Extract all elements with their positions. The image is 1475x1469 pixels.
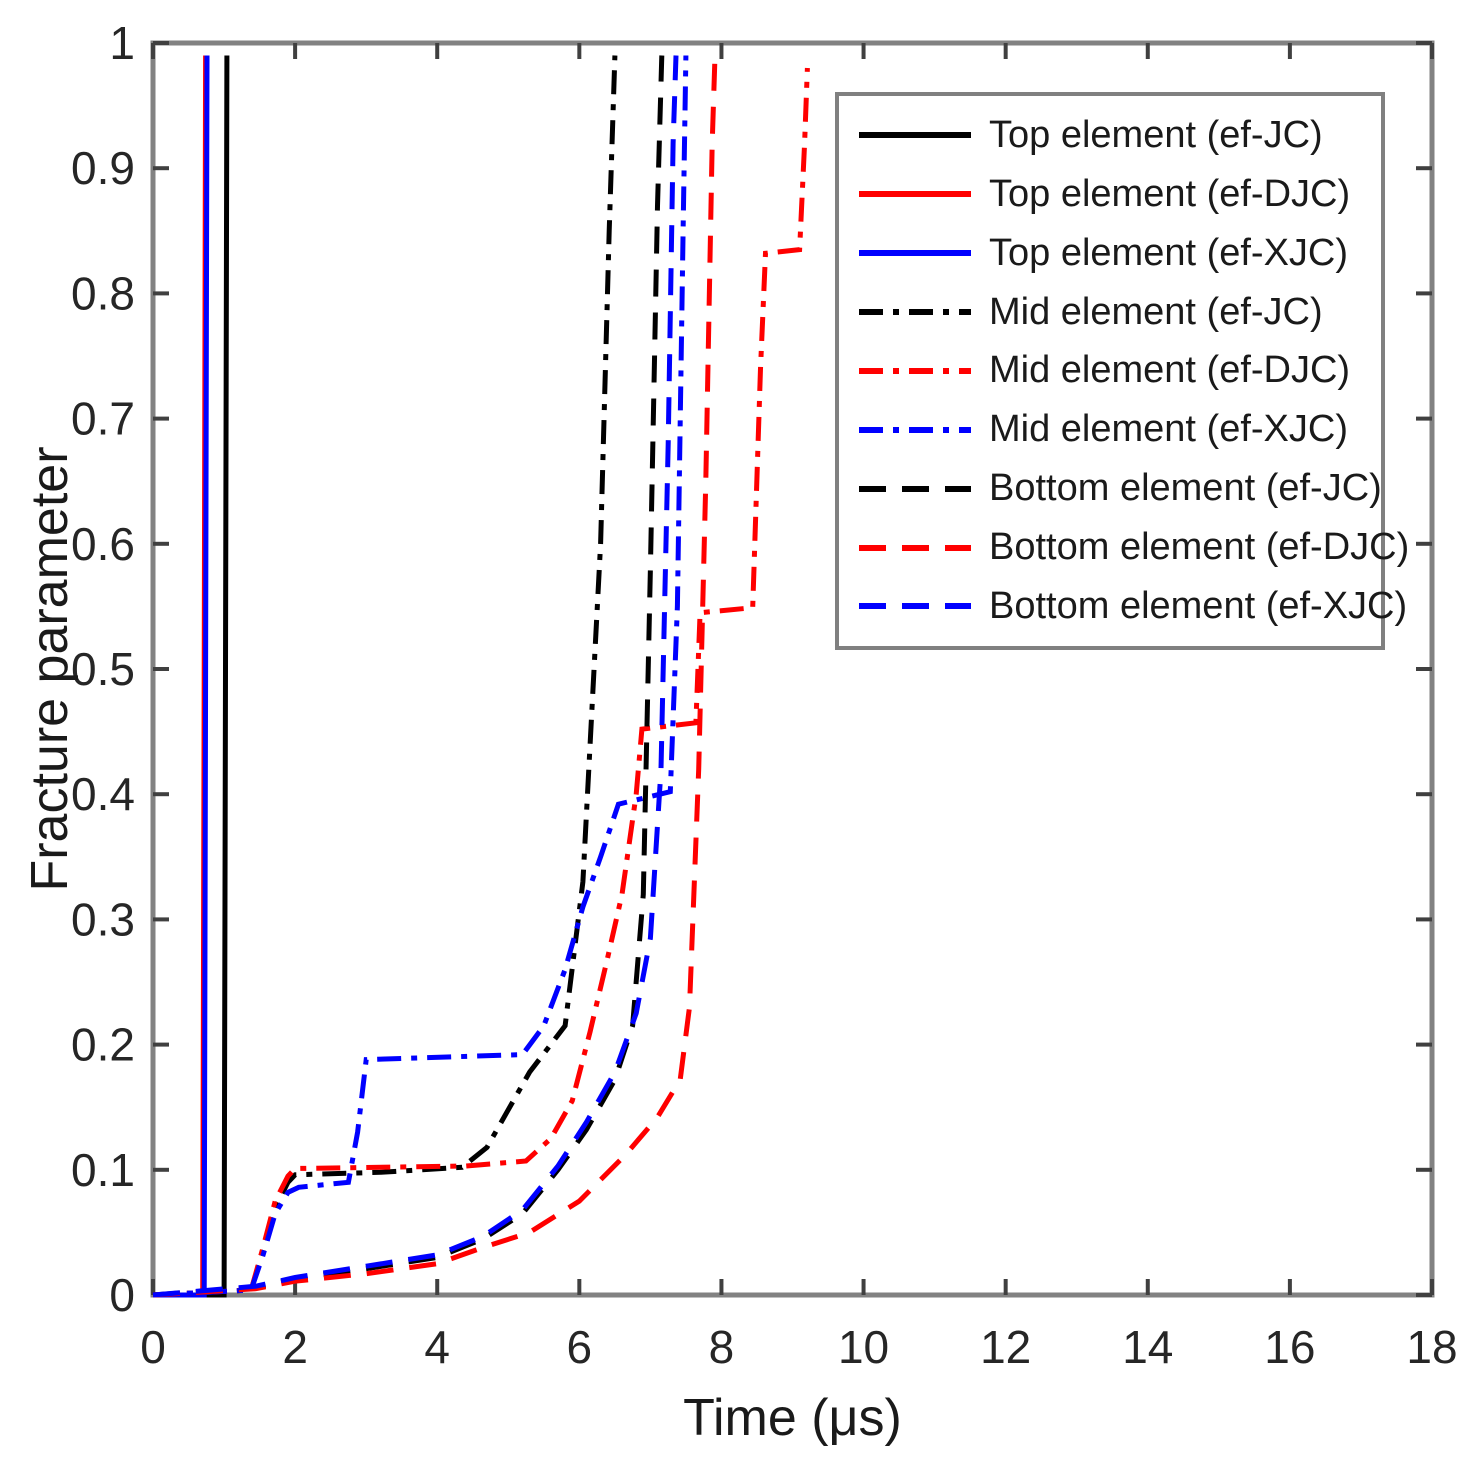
x-tick-label: 6 [567,1321,593,1373]
legend-item: Bottom element (ef-DJC) [859,526,1409,569]
y-tick-label: 0.3 [71,893,135,945]
x-tick-label: 14 [1122,1321,1173,1373]
x-tick-label: 12 [980,1321,1031,1373]
legend-line-sample [859,544,971,551]
legend: Top element (ef-JC) Top element (ef-DJC) T… [835,92,1409,650]
series-line-0 [153,55,230,1298]
series-line-5 [152,55,689,1298]
legend-item: Top element (ef-JC) [859,114,1381,157]
legend-line-sample [859,367,971,374]
legend-line-sample [859,250,971,257]
series-line-6 [152,55,665,1298]
series-line-8 [152,55,679,1298]
x-tick-label: 8 [709,1321,735,1373]
legend-line-sample [859,309,971,316]
y-tick-label: 0.9 [71,142,135,194]
y-tick-label: 1 [109,17,135,69]
series-line-7 [152,55,718,1298]
legend-item: Top element (ef-XJC) [859,232,1381,275]
legend-label: Bottom element (ef-JC) [989,467,1382,510]
series-line-2 [153,55,210,1298]
legend-label: Top element (ef-JC) [989,113,1323,156]
legend-line-sample [859,132,971,139]
legend-item: Bottom element (ef-JC) [859,467,1382,510]
legend-label: Mid element (ef-DJC) [989,349,1351,392]
y-tick-label: 0.5 [71,643,135,695]
legend-label: Mid element (ef-JC) [989,290,1323,333]
x-tick-label: 16 [1264,1321,1315,1373]
y-tick-label: 0.8 [71,267,135,319]
x-axis-label: Time (μs) [683,1389,902,1447]
y-axis-label: Fracture parameter [21,446,79,892]
y-tick-label: 0.1 [71,1144,135,1196]
legend-item: Mid element (ef-DJC) [859,349,1381,392]
y-tick-label: 0.2 [71,1019,135,1071]
x-tick-label: 18 [1406,1321,1457,1373]
y-tick-label: 0.6 [71,518,135,570]
x-tick-label: 10 [838,1321,889,1373]
legend-item: Mid element (ef-JC) [859,291,1381,334]
legend-item: Top element (ef-DJC) [859,173,1381,216]
legend-label: Top element (ef-XJC) [989,231,1349,274]
y-tick-label: 0 [109,1269,135,1321]
x-tick-label: 0 [140,1321,166,1373]
x-tick-label: 2 [282,1321,308,1373]
legend-label: Bottom element (ef-DJC) [989,526,1410,569]
y-tick-label: 0.4 [71,768,135,820]
legend-line-sample [859,485,971,492]
legend-line-sample [859,191,971,198]
legend-label: Mid element (ef-XJC) [989,408,1348,451]
y-tick-label: 0.7 [71,393,135,445]
series-line-4 [152,67,810,1298]
legend-label: Bottom element (ef-XJC) [989,584,1408,627]
legend-item: Mid element (ef-XJC) [859,408,1381,451]
x-tick-label: 4 [424,1321,450,1373]
legend-line-sample [859,603,971,610]
legend-label: Top element (ef-DJC) [989,172,1351,215]
legend-item: Bottom element (ef-XJC) [859,585,1407,628]
legend-line-sample [859,426,971,433]
series-line-1 [153,55,209,1298]
